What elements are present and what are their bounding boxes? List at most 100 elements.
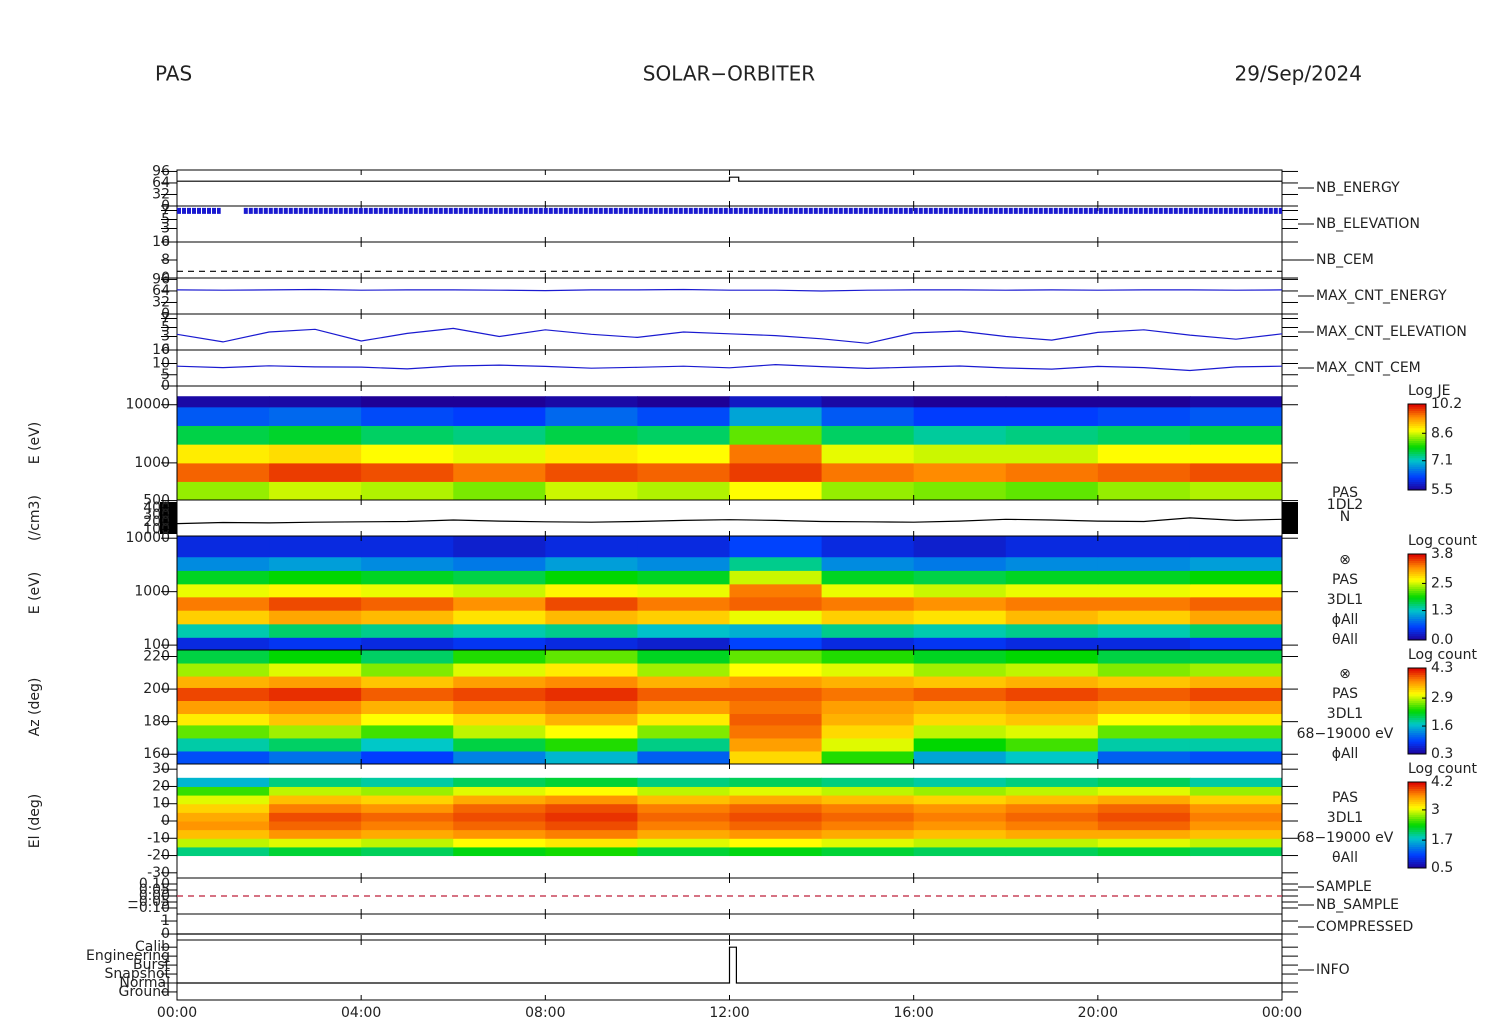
heatmap-cell <box>1189 462 1283 482</box>
heatmap-cell <box>1097 481 1191 501</box>
heatmap-cell <box>1097 406 1191 426</box>
heatmap-cell <box>821 687 915 701</box>
heatmap-cell <box>1097 846 1191 857</box>
heatmap-cell <box>177 713 270 726</box>
heatmap-cell <box>913 556 1007 571</box>
heatmap-cell <box>361 596 454 611</box>
heatmap-cell <box>1189 829 1283 839</box>
colorbar-swatch <box>1408 431 1426 435</box>
heatmap-cell <box>729 583 823 598</box>
side-label: θAll <box>1332 632 1358 648</box>
colorbar-frame <box>1407 553 1427 641</box>
colorbar-swatch <box>1408 805 1426 809</box>
colorbar-swatch <box>1408 457 1426 461</box>
colorbar-swatch <box>1408 581 1426 585</box>
heatmap-cell <box>361 676 454 688</box>
heatmap-cell <box>821 812 915 822</box>
heatmap-cell <box>361 700 454 715</box>
colorbar-swatch <box>1408 410 1426 414</box>
heatmap-cell <box>913 583 1007 598</box>
side-label: 3DL1 <box>1327 706 1363 722</box>
heatmap-cell <box>177 444 270 464</box>
side-label: PAS <box>1332 485 1358 501</box>
colorbar-swatch <box>1408 594 1426 598</box>
colorbar-swatch <box>1408 794 1426 798</box>
heatmap-cell <box>913 829 1007 839</box>
colorbar-swatch <box>1408 827 1426 830</box>
x-tick-label: 08:00 <box>525 1005 565 1020</box>
heatmap-cell <box>269 700 362 715</box>
colorbar-swatch <box>1408 835 1426 839</box>
heatmap-cell <box>729 663 823 677</box>
heatmap-cell <box>361 536 454 558</box>
heatmap-cell <box>1189 536 1283 558</box>
heatmap-cell <box>177 570 270 585</box>
legend-label: SAMPLE <box>1316 879 1372 895</box>
heatmap-cell <box>637 462 730 482</box>
heatmap-cell <box>821 462 915 482</box>
heatmap-cell <box>453 556 546 571</box>
heatmap-cell <box>269 406 362 426</box>
colorbar-swatch <box>1408 470 1426 474</box>
heatmap-cell <box>913 396 1007 408</box>
y-tick-label: 400 <box>143 500 170 516</box>
heatmap-cell <box>453 786 546 796</box>
y-axis-label: El (deg) <box>27 794 43 849</box>
y-tick-label: Calib <box>135 939 170 955</box>
colorbar-swatch <box>1408 786 1426 789</box>
heatmap-cell <box>545 570 638 585</box>
colorbar-swatch <box>1408 678 1426 682</box>
colorbar-tick-label: 1.7 <box>1431 832 1453 848</box>
heatmap-cell <box>729 803 823 813</box>
heatmap-cell <box>637 724 730 739</box>
heatmap-cell <box>821 777 915 787</box>
heatmap-cell <box>269 425 362 445</box>
heatmap-cell <box>821 536 915 558</box>
heatmap-cell <box>729 750 823 765</box>
heatmap-cell <box>1005 481 1099 501</box>
heatmap-cell <box>637 795 730 805</box>
colorbar-frame <box>1407 403 1427 491</box>
colorbar-swatch <box>1408 745 1426 749</box>
colorbar-swatch <box>1408 820 1426 824</box>
heatmap-cell <box>637 663 730 677</box>
heatmap-cell <box>1005 536 1099 558</box>
heatmap-cell <box>177 737 270 752</box>
colorbar-swatch <box>1408 479 1426 482</box>
heatmap-cell <box>545 713 638 726</box>
heatmap-cell <box>545 536 638 558</box>
heatmap-cell <box>453 462 546 482</box>
heatmap-cell <box>545 821 638 831</box>
heatmap-cell <box>729 713 823 726</box>
colorbar-swatch <box>1408 453 1426 457</box>
heatmap-cell <box>545 610 638 625</box>
header-center: SOLAR−ORBITER <box>643 62 815 86</box>
legend-label: NB_SAMPLE <box>1316 897 1399 913</box>
heatmap-cell <box>269 556 362 571</box>
heatmap-cell <box>177 829 270 839</box>
heatmap-cell <box>269 812 362 822</box>
heatmap-cell <box>545 737 638 752</box>
heatmap-cell <box>269 713 362 726</box>
heatmap-cell <box>637 650 730 664</box>
heatmap-cell <box>821 795 915 805</box>
heatmap-cell <box>177 536 270 558</box>
heatmap-cell <box>1097 737 1191 752</box>
y-tick-label: 0.05 <box>139 882 170 898</box>
heatmap-cell <box>821 610 915 625</box>
heatmap-cell <box>361 663 454 677</box>
heatmap-cell <box>1189 724 1283 739</box>
heatmap-cell <box>821 481 915 501</box>
heatmap-cell <box>1189 687 1283 701</box>
heatmap-cell <box>637 829 730 839</box>
heatmap-cell <box>913 700 1007 715</box>
heatmap-cell <box>269 676 362 688</box>
heatmap-cell <box>1189 713 1283 726</box>
x-tick-label: 16:00 <box>893 1005 933 1020</box>
y-tick-label: −0.10 <box>127 900 170 916</box>
side-label: PAS <box>1332 790 1358 806</box>
header-right: 29/Sep/2024 <box>1234 62 1362 86</box>
heatmap-cell <box>361 803 454 813</box>
colorbar-swatch <box>1408 607 1426 611</box>
heatmap-cell <box>729 700 823 715</box>
